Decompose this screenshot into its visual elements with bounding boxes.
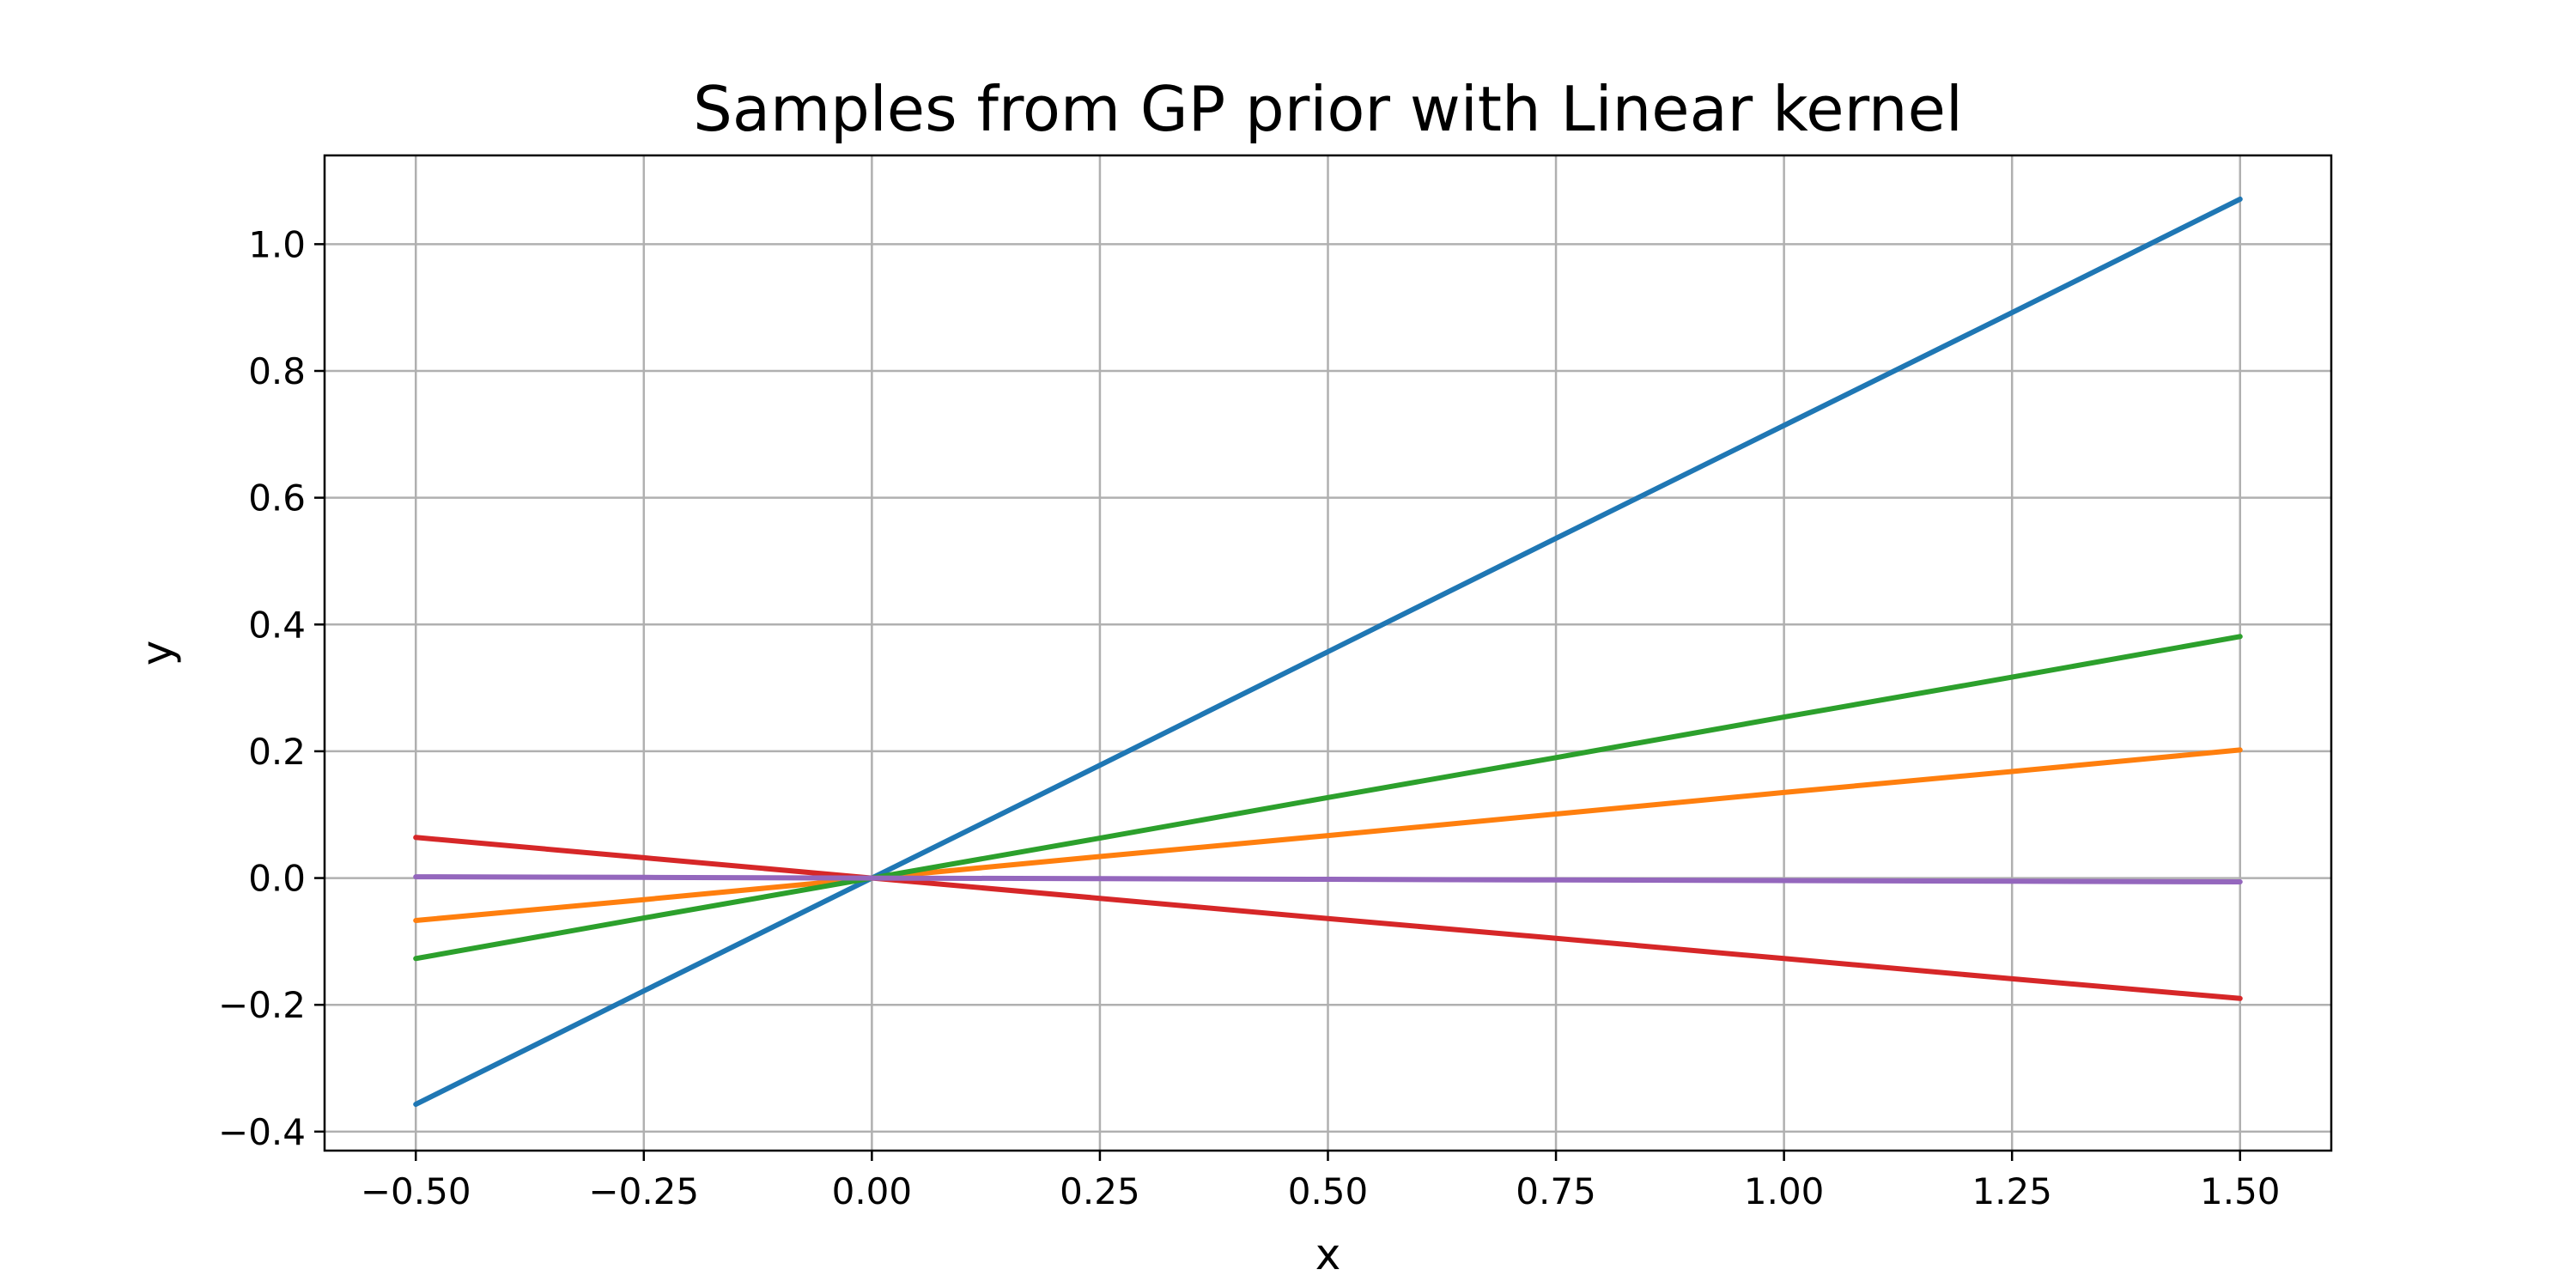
x-tick-label-5: 0.75: [1516, 1170, 1596, 1212]
x-tick-label-1: −0.25: [588, 1170, 699, 1212]
chart-title: Samples from GP prior with Linear kernel: [693, 73, 1963, 145]
ticks: −0.50 −0.25 0.00 0.25 0.50 0.75 1.00 1.25 1.50 −0…: [218, 223, 2281, 1212]
x-tick-label-3: 0.25: [1060, 1170, 1140, 1212]
y-axis-label: y: [132, 641, 182, 666]
y-tick-label-2: 0.0: [248, 858, 306, 900]
x-axis-label: x: [1315, 1230, 1341, 1279]
y-tick-label-1: −0.2: [218, 984, 306, 1026]
x-tick-label-8: 1.50: [2200, 1170, 2281, 1212]
y-tick-label-7: 1.0: [248, 223, 306, 265]
series-line-4: [413, 835, 2243, 1001]
x-tick-label-2: 0.00: [832, 1170, 913, 1212]
x-tick-label-6: 1.00: [1744, 1170, 1825, 1212]
y-tick-label-6: 0.8: [248, 350, 306, 392]
series-line-1: [413, 196, 2243, 1108]
series-group: [413, 196, 2243, 1108]
series-line-5: [413, 874, 2243, 884]
series-line-2: [413, 747, 2243, 923]
grid: [325, 155, 2331, 1151]
series-line-3: [413, 634, 2243, 962]
y-tick-label-4: 0.4: [248, 604, 306, 646]
y-tick-label-0: −0.4: [218, 1111, 306, 1153]
x-tick-label-7: 1.25: [1971, 1170, 2052, 1212]
x-tick-label-4: 0.50: [1288, 1170, 1369, 1212]
y-tick-label-3: 0.2: [248, 731, 306, 773]
x-tick-label-0: −0.50: [361, 1170, 471, 1212]
y-tick-label-5: 0.6: [248, 477, 306, 519]
